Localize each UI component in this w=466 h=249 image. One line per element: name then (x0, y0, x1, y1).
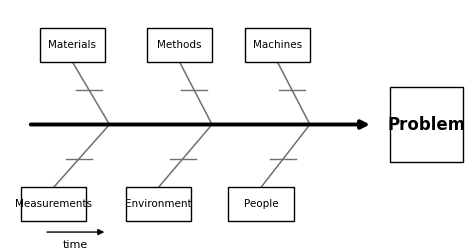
Bar (21, 187, 86, 221)
Text: Materials: Materials (48, 40, 96, 50)
Text: Environment: Environment (125, 199, 192, 209)
Text: Problem: Problem (387, 116, 466, 133)
Bar (147, 28, 212, 62)
Text: People: People (244, 199, 278, 209)
Bar (228, 187, 294, 221)
Bar (391, 87, 463, 162)
Text: time: time (63, 240, 89, 249)
Bar (126, 187, 191, 221)
Bar (245, 28, 310, 62)
Text: Methods: Methods (157, 40, 202, 50)
Text: Measurements: Measurements (15, 199, 92, 209)
Bar (40, 28, 105, 62)
Text: Machines: Machines (253, 40, 302, 50)
